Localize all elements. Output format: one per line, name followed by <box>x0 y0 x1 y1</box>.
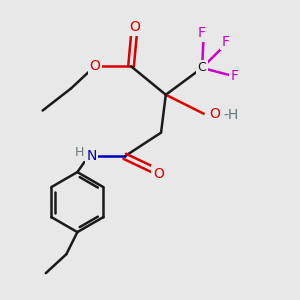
Text: O: O <box>209 107 220 121</box>
Text: H: H <box>74 146 84 159</box>
Text: F: F <box>231 69 239 83</box>
Text: N: N <box>86 149 97 163</box>
Text: O: O <box>153 167 164 181</box>
Text: F: F <box>222 35 230 49</box>
Text: O: O <box>89 59 100 73</box>
Text: C: C <box>198 61 206 74</box>
Text: O: O <box>129 20 140 34</box>
Text: -H: -H <box>224 108 239 122</box>
Text: F: F <box>198 26 206 40</box>
